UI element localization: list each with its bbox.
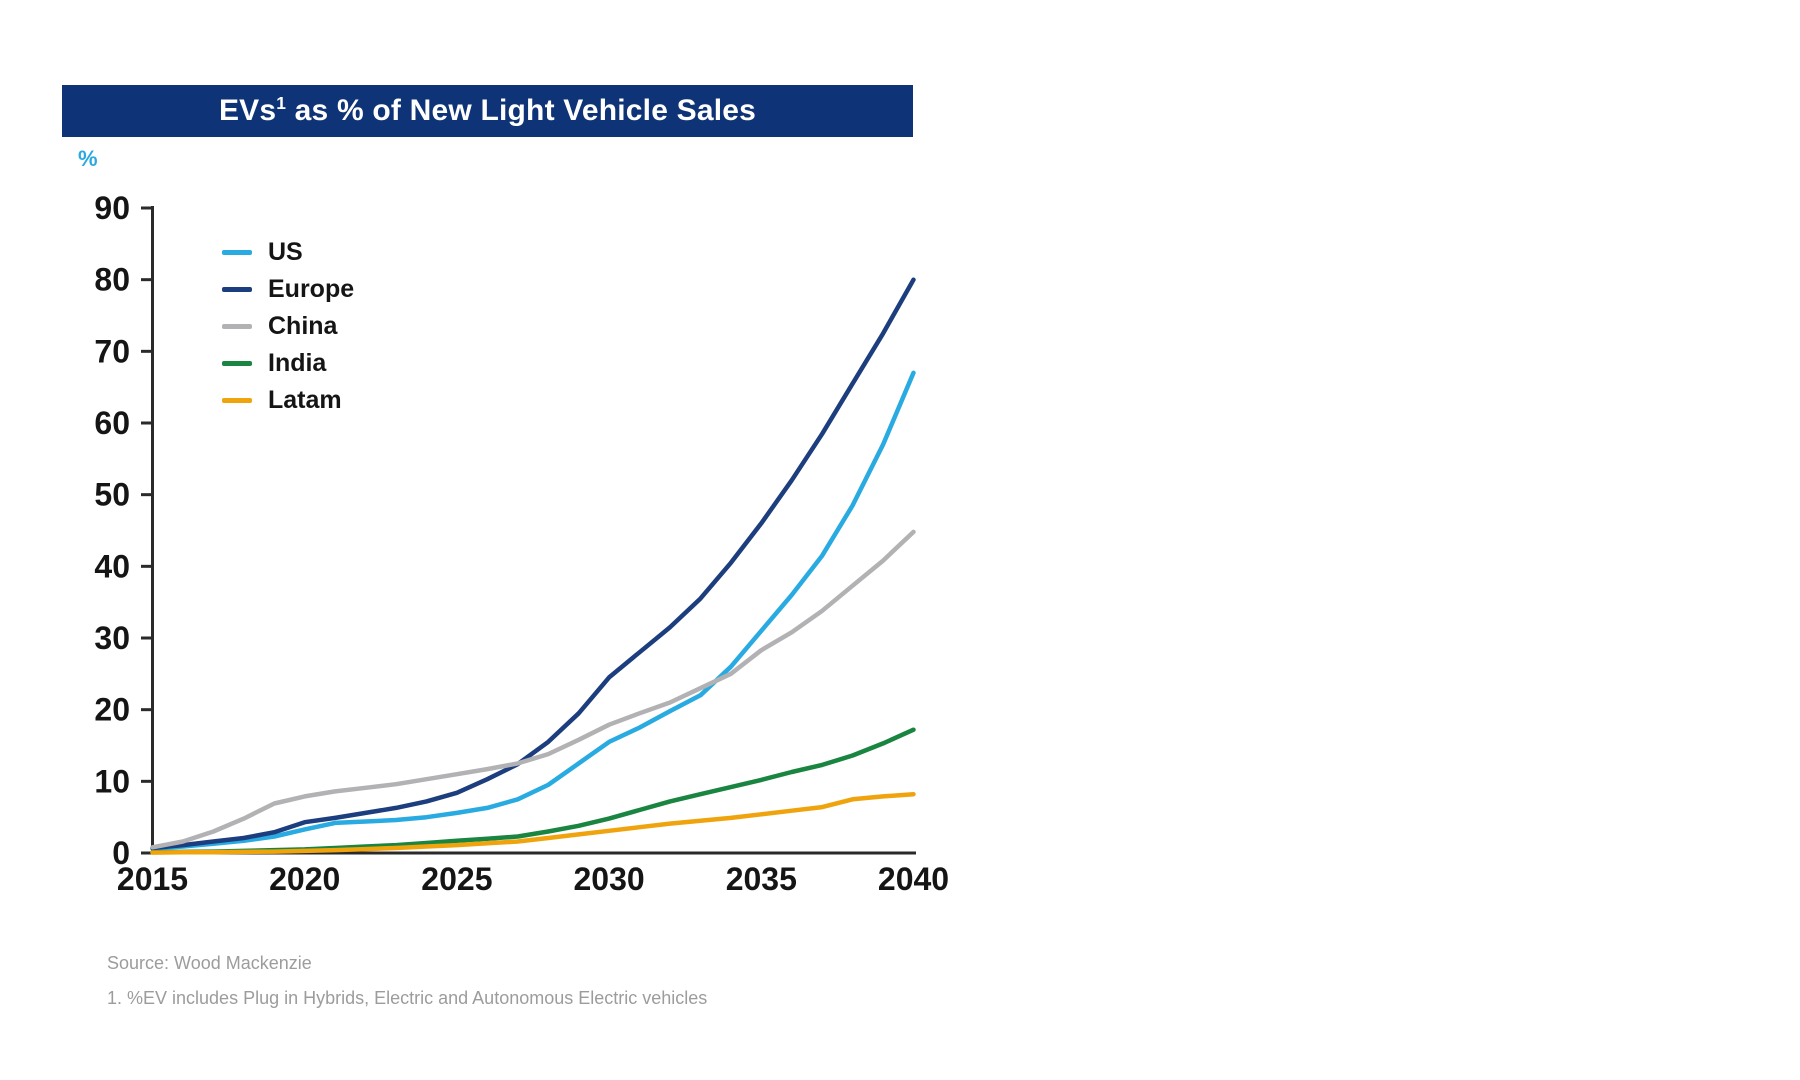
y-tick-label: 90 [94, 190, 130, 226]
legend-label: China [268, 312, 338, 340]
legend-item-us: US [222, 234, 354, 271]
legend-item-india: India [222, 345, 354, 382]
legend-label: Latam [268, 386, 342, 414]
series-line-europe [150, 277, 916, 851]
y-tick-label: 50 [94, 477, 130, 513]
series-line-latam [150, 791, 916, 855]
y-tick-label: 70 [94, 333, 130, 369]
y-tick-label: 80 [94, 262, 130, 298]
title-footnote-marker: 1 [276, 93, 287, 113]
series-line-us [150, 370, 916, 851]
legend-item-china: China [222, 308, 354, 345]
y-tick-label: 10 [94, 763, 130, 799]
x-tick-label: 2025 [421, 861, 492, 897]
footnote-text: 1. %EV includes Plug in Hybrids, Electri… [107, 988, 708, 1008]
source-text: Source: Wood Mackenzie [107, 953, 312, 973]
y-axis-unit-label: % [78, 146, 98, 171]
y-tick-label: 60 [94, 405, 130, 441]
x-tick-label: 2015 [117, 861, 188, 897]
legend-item-latam: Latam [222, 382, 354, 419]
chart-title-prefix: EVs [218, 94, 277, 127]
legend-swatch-india [222, 361, 252, 366]
legend-swatch-us [222, 250, 252, 255]
chart-title-bar: EVs1 as % of New Light Vehicle Sales [62, 85, 913, 137]
legend-label: US [268, 238, 303, 266]
legend-swatch-china [222, 324, 252, 329]
y-tick-label: 30 [94, 620, 130, 656]
chart-title: EVs1 as % of New Light Vehicle Sales [219, 94, 756, 128]
x-tick-label: 2030 [574, 861, 645, 897]
chart-title-rest: as % of New Light Vehicle Sales [286, 94, 757, 127]
legend-item-europe: Europe [222, 271, 354, 308]
chart-legend: US Europe China India Latam [222, 234, 354, 419]
legend-label: Europe [268, 275, 355, 303]
x-tick-label: 2020 [269, 861, 340, 897]
legend-label: India [268, 349, 327, 377]
y-tick-label: 0 [112, 835, 130, 871]
series-line-china [150, 529, 916, 850]
y-tick-label: 20 [94, 692, 130, 728]
y-tick-label: 40 [94, 548, 130, 584]
legend-swatch-latam [222, 398, 252, 403]
legend-swatch-europe [222, 287, 252, 292]
x-tick-label: 2040 [878, 861, 949, 897]
x-tick-label: 2035 [726, 861, 797, 897]
